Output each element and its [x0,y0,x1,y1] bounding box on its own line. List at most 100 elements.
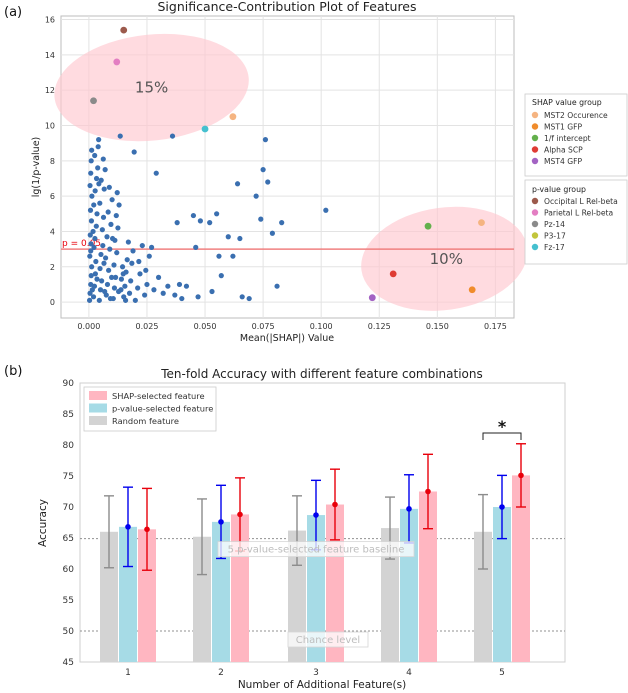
legend-marker-p3-17 [531,232,539,239]
mean-dot-shap-selected-feature [425,488,431,495]
y-tick-label: 12 [45,86,55,95]
scatter-point [253,193,259,199]
scatter-point [126,290,133,296]
bar-random-feature [474,531,492,662]
scatter-point [105,209,111,215]
scatter-regions: 15% 10% [54,33,528,311]
legend-box-shap [524,93,628,177]
mean-dot-p-value-selected-feature [218,519,224,525]
baseline-label: 5 p-value-selected feature baseline [228,545,405,556]
scatter-point [102,288,108,295]
legend-marker-parietal-l-rel-beta [531,209,539,216]
scatter-y-axis-label: lg(1/p-value) [31,137,42,197]
y-tick-label: 0 [50,298,55,307]
y-tick-label: 16 [45,16,55,25]
legend-label-mst4-gfp: MST4 GFP [544,157,583,166]
scatter-point [137,271,143,277]
legend-marker-fz-17 [531,243,539,251]
y-tick-label: 90 [63,379,75,389]
significance-star: * [498,417,507,436]
scatter-point [101,186,107,192]
scatter-point [112,274,119,280]
scatter-point [96,137,102,143]
scatter-point [88,218,95,224]
scatter-point [142,292,148,298]
scatter-point [86,297,93,303]
scatter-point [98,251,104,258]
x-tick-label: 0.050 [194,322,217,331]
scatter-point [93,175,100,182]
y-tick-label: 50 [63,627,75,637]
bar-p-value-selected-feature [119,526,137,662]
scatter-point [225,234,231,240]
scatter-point [92,271,98,277]
bar-x-ticks: 1 2 3 4 5 [125,668,505,678]
legend-label-1-f-intercept: 1/f intercept [544,134,591,143]
point-mst2-occurence [229,113,237,121]
x-tick-label: 0.075 [252,322,275,331]
point-1-f-intercept [424,222,432,230]
region-label-15: 15% [135,79,168,97]
y-tick-label: 14 [45,51,55,60]
scatter-point [91,202,97,208]
mean-dot-p-value-selected-feature [406,506,412,512]
scatter-point [96,297,102,303]
scatter-point [88,170,94,176]
scatter-point [183,283,190,289]
legend-label-shap-selected-feature: SHAP-selected feature [112,391,205,401]
scatter-point [143,267,149,273]
scatter-point [246,295,252,302]
scatter-point [96,181,102,187]
scatter-point [197,218,203,224]
scatter-point [125,239,131,245]
scatter-point [109,197,115,203]
mean-dot-shap-selected-feature [237,511,243,518]
scatter-point [88,273,94,279]
baseline-label-box [217,541,415,558]
x-tick-label: 1 [125,668,131,678]
scatter-point [100,214,107,220]
scatter-point [97,287,104,293]
scatter-point [131,149,137,155]
x-tick-label: 0.025 [136,322,159,331]
legend-marker-1-f-intercept [531,134,539,142]
scatter-point [144,281,150,288]
legend-label-alpha-scp: Alpha SCP [544,146,583,155]
scatter-point [218,273,224,279]
scatter-point [151,287,157,293]
scatter-point [92,152,98,159]
scatter-point [174,220,180,226]
point-occipital-l-rel-beta [120,26,128,34]
point-pz-14 [90,97,97,105]
x-tick-label: 0.175 [484,322,507,331]
scatter-point [97,265,103,272]
mean-dot-shap-selected-feature [144,526,150,533]
bar-legend-items: SHAP-selected feature p-value-selected fe… [89,391,213,426]
scatter-x-axis-label: Mean(|SHAP|) Value [240,333,334,344]
legend-swatch-random-feature [89,416,107,425]
scatter-point [100,242,106,249]
scatter-point [172,292,178,298]
region-label-10: 10% [430,250,463,268]
legend-marker-mst2-occurence [531,111,539,119]
scatter-point [87,207,94,213]
scatter-point [274,283,280,289]
legend-marker-mst4-gfp [531,157,539,165]
scatter-point [118,287,124,293]
legend-label-parietal-l-rel-beta: Parietal L Rel-beta [544,209,613,218]
significance-bracket [482,432,522,440]
scatter-point [169,133,176,139]
scatter-point [107,295,114,302]
panel-a-label: (a) [4,5,22,20]
scatter-point [190,212,197,219]
legend-label-p-value-selected-feature: p-value-selected feature [112,404,213,414]
scatter-point [135,285,141,291]
scatter-point [234,181,241,187]
scatter-point [118,276,124,282]
scatter-point [101,260,107,266]
x-tick-label: 5 [499,668,505,678]
scatter-point [87,232,93,238]
mean-dot-shap-selected-feature [332,501,338,508]
scatter-point [149,244,155,250]
x-tick-label: 2 [218,668,224,678]
